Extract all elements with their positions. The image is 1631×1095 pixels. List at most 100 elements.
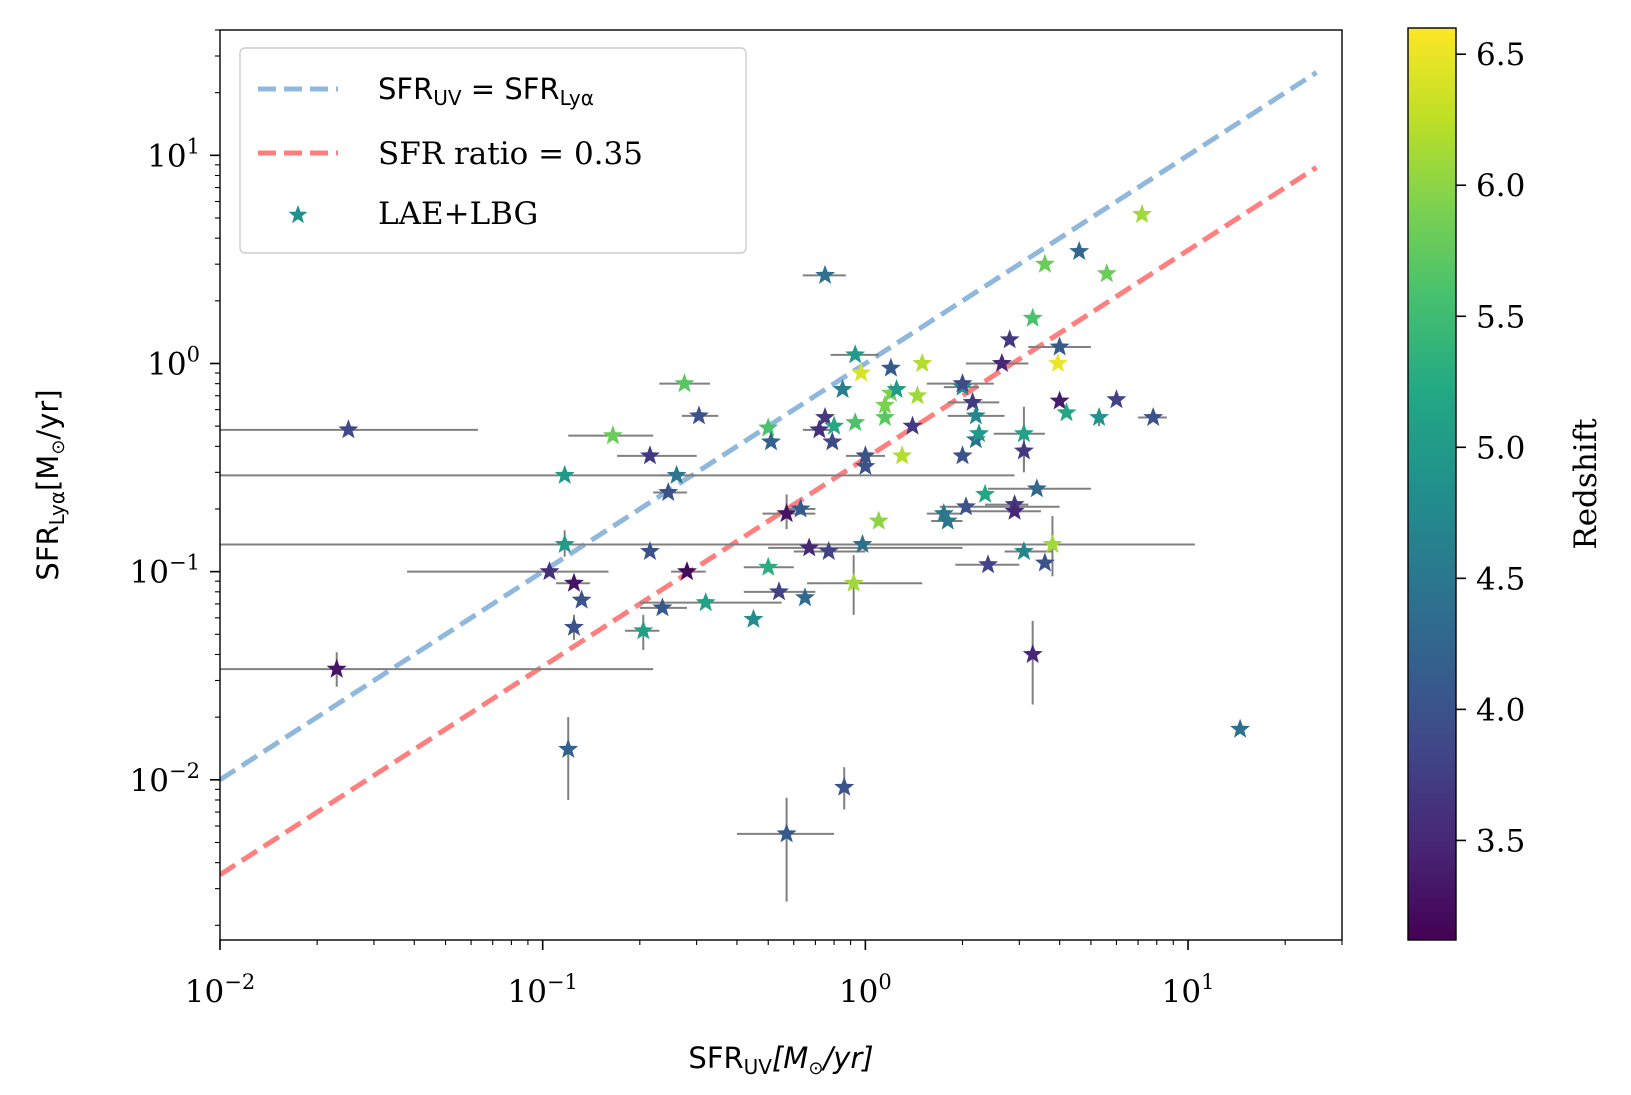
y-axis-label-group: SFRLyα[M⊙/yr] <box>31 389 69 580</box>
data-point-star <box>1049 336 1070 356</box>
data-point-star <box>815 264 835 284</box>
data-point-star <box>640 541 660 560</box>
legend-marker-star <box>288 205 308 224</box>
data-point-star <box>1034 552 1055 572</box>
y-tick-label: 10−1 <box>130 551 200 591</box>
legend-label-equality-sub2: Lyα <box>560 86 594 110</box>
data-point-star <box>640 445 660 465</box>
x-tick-label: 101 <box>1162 970 1215 1010</box>
colorbar-tick-label: 4.0 <box>1476 692 1525 728</box>
data-point-star <box>965 405 986 425</box>
x-tick-label: 10−2 <box>185 970 255 1010</box>
data-point-star <box>824 415 845 435</box>
colorbar-tick-label: 5.0 <box>1476 430 1525 466</box>
data-point-star <box>999 329 1020 349</box>
data-point-star <box>1096 263 1117 283</box>
data-point-star <box>956 496 976 516</box>
data-point-star <box>834 776 855 796</box>
data-point-star <box>1022 307 1043 327</box>
x-axis-label-unit: [M <box>772 1041 808 1075</box>
data-point-star <box>571 589 592 609</box>
x-axis-label-unit-tail: /yr] <box>820 1041 873 1075</box>
y-axis-label-unit-tail: /yr] <box>31 389 65 439</box>
data-point-star <box>880 382 901 402</box>
data-point-star <box>326 658 347 678</box>
data-point-star <box>1022 644 1043 663</box>
colorbar-ticks: 3.5 4.0 4.5 5.0 5.5 6.0 6.5 <box>1456 37 1525 859</box>
y-axis-label-sub: Lyα <box>45 491 69 525</box>
sun-symbol: ⊙ <box>48 440 69 455</box>
legend-label-ratio: SFR ratio = 0.35 <box>378 136 643 172</box>
colorbar: 3.5 4.0 4.5 5.0 5.5 6.0 6.5 Redshift <box>1407 27 1604 941</box>
legend-label-equality-main: SFR <box>378 72 433 106</box>
data-point-star <box>912 353 933 372</box>
data-point-star <box>1034 253 1055 273</box>
colorbar-label: Redshift <box>1568 418 1604 550</box>
data-point-star <box>689 405 709 425</box>
data-point-star <box>338 419 359 439</box>
reference-line-1 <box>220 165 1318 877</box>
data-point-star <box>907 385 928 405</box>
data-point-star <box>815 407 835 426</box>
data-point-star <box>1047 353 1068 372</box>
data-point-star <box>761 431 781 451</box>
data-point-star <box>658 482 679 501</box>
data-point-star <box>695 592 716 612</box>
data-point-star <box>1049 390 1070 410</box>
x-tick-label: 100 <box>839 970 892 1010</box>
data-point-star <box>758 417 779 437</box>
data-point-star <box>852 534 873 553</box>
legend-label-points: LAE+LBG <box>378 196 538 232</box>
scatter-points <box>326 203 1251 843</box>
legend-label-equality: SFRUV = SFRLyα <box>378 72 594 110</box>
colorbar-tick-label: 3.5 <box>1476 823 1525 859</box>
data-point-star <box>539 561 560 581</box>
data-point-star <box>799 537 820 557</box>
data-point-star <box>1056 402 1077 422</box>
colorbar-tick-label: 6.0 <box>1476 168 1525 204</box>
data-point-star <box>880 357 901 377</box>
plot-area <box>220 70 1318 902</box>
legend-frame <box>239 47 747 254</box>
data-point-star <box>843 572 864 592</box>
data-point-star <box>558 738 579 758</box>
data-point-star <box>978 554 998 574</box>
data-point-star <box>809 419 830 439</box>
data-point-star <box>795 587 815 607</box>
data-point-star <box>975 483 996 503</box>
data-point-star <box>855 445 876 465</box>
data-point-star <box>822 431 843 451</box>
data-point-star <box>868 510 889 530</box>
data-point-star <box>1069 241 1090 260</box>
data-point-star <box>1004 500 1025 520</box>
data-point-star <box>962 391 983 411</box>
colorbar-tick-label: 6.5 <box>1476 37 1525 73</box>
data-point-star <box>1013 440 1034 460</box>
x-axis-label-sub: UV <box>744 1055 773 1079</box>
data-point-star <box>886 379 907 398</box>
data-point-star <box>602 425 623 445</box>
data-point-star <box>743 608 764 628</box>
data-point-star <box>845 344 866 364</box>
data-point-star <box>969 423 989 443</box>
x-tick-label: 10−1 <box>507 970 577 1010</box>
data-point-star <box>564 616 584 636</box>
data-point-star <box>818 541 839 560</box>
legend-label-equality-eq: = <box>462 72 505 106</box>
data-point-star <box>1089 407 1110 426</box>
data-point-star <box>1013 541 1034 560</box>
legend: SFRUV = SFRLyα SFR ratio = 0.35 LAE+LBG <box>239 47 747 254</box>
data-point-star <box>875 407 895 426</box>
x-axis: 10−2 10−1 100 101 <box>185 940 1343 1010</box>
sun-symbol: ⊙ <box>808 1058 823 1079</box>
data-point-star <box>875 394 895 414</box>
colorbar-strip <box>1407 27 1457 941</box>
data-point-star <box>845 412 866 432</box>
data-point-star <box>902 415 923 435</box>
data-point-star <box>1026 478 1047 498</box>
y-axis-label: SFRLyα[M⊙/yr] <box>31 389 69 580</box>
data-point-star <box>952 445 973 465</box>
data-point-star <box>790 498 811 518</box>
data-point-star <box>1106 389 1127 409</box>
data-point-star <box>652 597 673 617</box>
